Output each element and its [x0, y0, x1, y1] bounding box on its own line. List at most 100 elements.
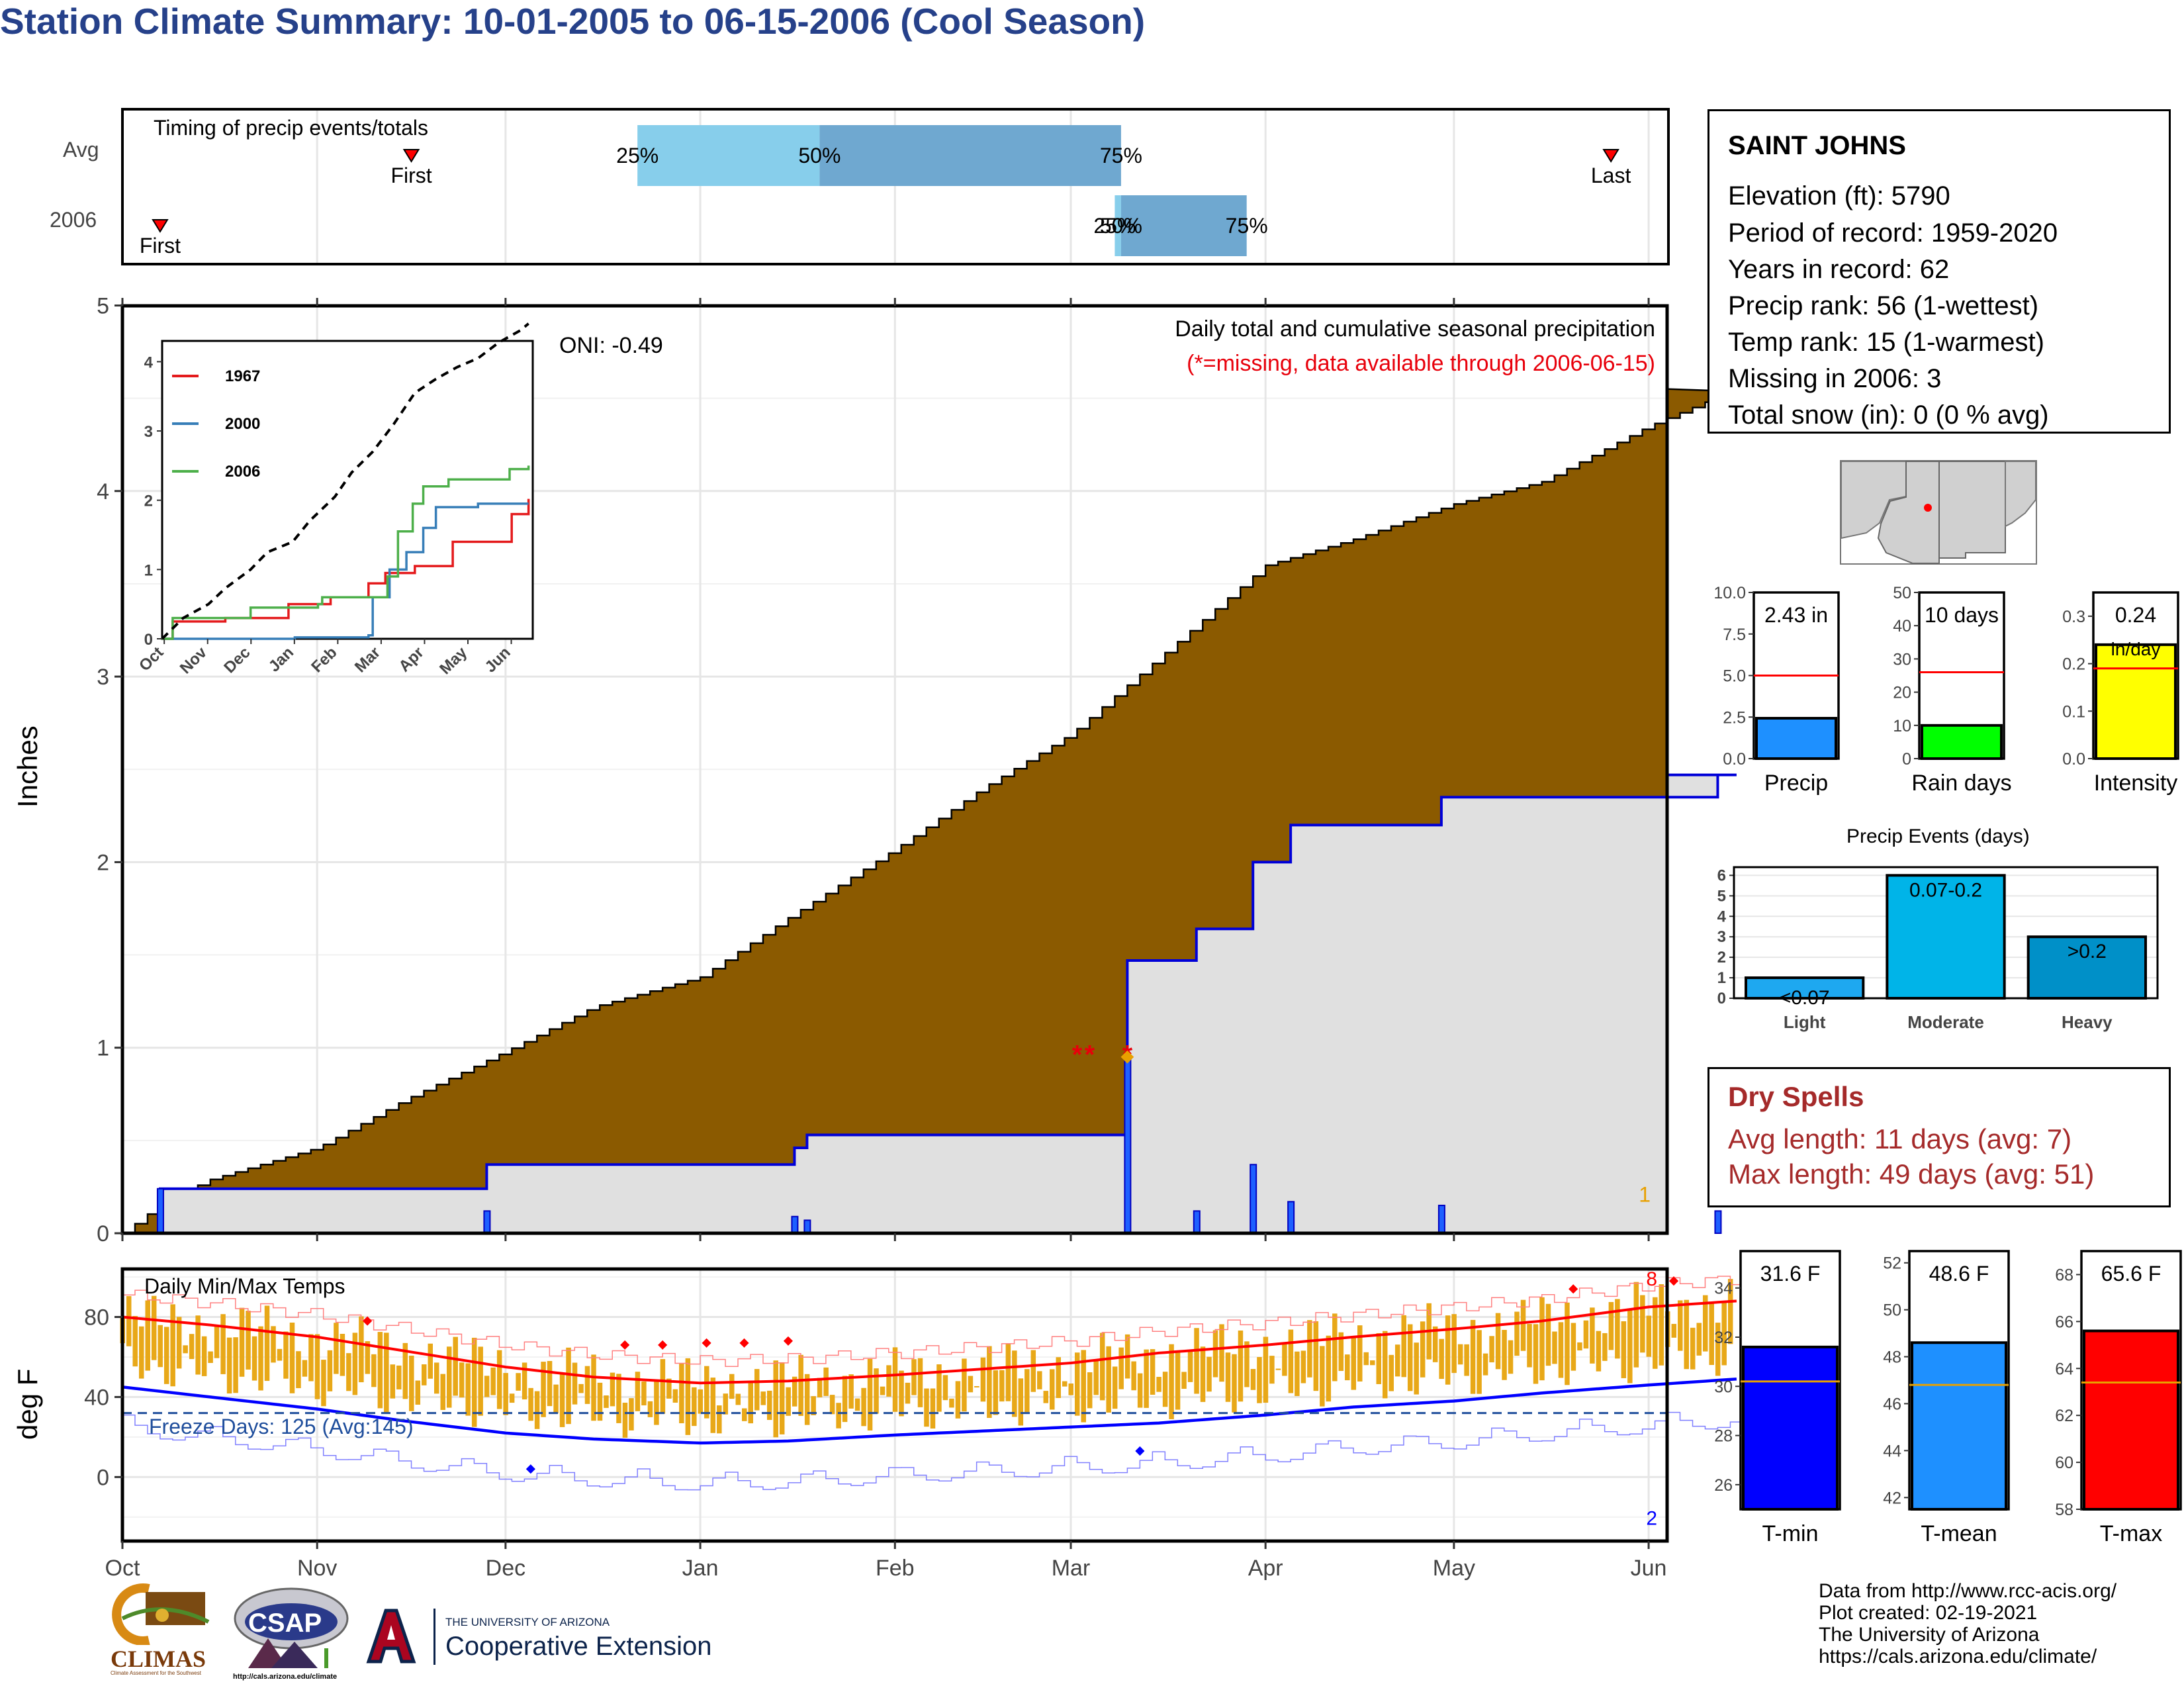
- daily-temp-bar-136: [974, 1385, 979, 1387]
- daily-temp-bar-240: [1627, 1309, 1633, 1383]
- daily-temp-bar-11: [189, 1334, 195, 1360]
- daily-temp-bar-131: [942, 1375, 948, 1401]
- daily-temp-bar-184: [1275, 1368, 1281, 1370]
- daily-temp-bar-42: [384, 1333, 389, 1413]
- inset-xtick-label-1: Nov: [177, 643, 211, 678]
- ua-name: THE UNIVERSITY OF ARIZONA: [445, 1616, 610, 1628]
- daily-temp-bar-1: [126, 1295, 132, 1346]
- mini-ytick-label-temp-2-0: 58: [2055, 1501, 2073, 1519]
- daily-temp-bar-55: [465, 1363, 471, 1416]
- mini-ytick-label-precip-2-1: 0.1: [2062, 702, 2085, 721]
- mini-category-precip-0: Precip: [1764, 771, 1828, 796]
- station-temp-rank: Temp rank: 15 (1-warmest): [1728, 328, 2044, 357]
- daily-temp-bar-224: [1527, 1324, 1532, 1368]
- mini-ytick-label-temp-2-5: 68: [2055, 1266, 2073, 1284]
- events-category-2: Heavy: [2062, 1012, 2113, 1032]
- daily-temp-bar-84: [647, 1401, 653, 1417]
- daily-temp-bar-134: [962, 1358, 967, 1412]
- daily-temp-bar-51: [440, 1374, 445, 1411]
- precip-ytick-label-3: 3: [97, 665, 109, 690]
- precip-events-title: Precip Events (days): [1846, 825, 2030, 847]
- daily-precip-bar-1: [483, 1210, 491, 1235]
- daily-temp-bar-187: [1295, 1351, 1300, 1396]
- daily-temp-bar-178: [1238, 1330, 1244, 1402]
- daily-temp-bar-214: [1464, 1344, 1469, 1376]
- precip-ytick-label-4: 4: [97, 479, 109, 504]
- mini-label-temp-1: 48.6 F: [1929, 1262, 1989, 1286]
- daily-temp-bar-26: [283, 1331, 289, 1379]
- ua-a-icon: [366, 1609, 416, 1664]
- daily-temp-bar-190: [1313, 1321, 1319, 1391]
- daily-temp-bar-109: [804, 1374, 810, 1425]
- daily-temp-bar-5: [151, 1295, 157, 1360]
- mini-ytick-label-temp-0-0: 26: [1714, 1476, 1733, 1495]
- precip-ytick-label-0: 0: [97, 1221, 109, 1246]
- temp-xtick-label-4: Feb: [876, 1556, 915, 1581]
- mini-bar-temp-1: [1911, 1341, 2007, 1511]
- daily-temp-bar-192: [1326, 1335, 1332, 1402]
- daily-temp-bar-207: [1420, 1321, 1426, 1378]
- daily-temp-bar-195: [1345, 1354, 1350, 1381]
- daily-temp-bar-74: [584, 1366, 590, 1404]
- timing-pct-year-0: 25%: [1093, 214, 1136, 238]
- timing-row-year: 2006: [50, 208, 97, 232]
- daily-temp-bar-81: [629, 1398, 634, 1430]
- daily-temp-bar-83: [641, 1381, 647, 1406]
- daily-precip-bar-0: [156, 1188, 164, 1235]
- daily-temp-bar-34: [334, 1323, 339, 1374]
- daily-temp-bar-171: [1194, 1328, 1199, 1394]
- daily-temp-bar-64: [522, 1362, 527, 1400]
- daily-temp-bar-106: [786, 1387, 791, 1416]
- daily-temp-bar-230: [1565, 1302, 1570, 1385]
- climas-name: CLIMAS: [111, 1646, 206, 1672]
- daily-temp-bar-73: [578, 1383, 584, 1393]
- mini-ytick-label-precip-1-0: 0: [1902, 750, 1911, 769]
- daily-temp-bar-133: [955, 1381, 961, 1419]
- temp-y-label: deg F: [12, 1368, 43, 1440]
- daily-temp-bar-2: [132, 1316, 138, 1367]
- inset-legend-label-2006: 2006: [225, 463, 260, 481]
- daily-temp-bar-167: [1169, 1344, 1174, 1419]
- mini-ytick-label-temp-0-1: 28: [1714, 1427, 1733, 1446]
- mini-ytick-label-precip-0-1: 2.5: [1723, 708, 1746, 727]
- daily-temp-bar-149: [1056, 1357, 1062, 1398]
- daily-temp-bar-93: [704, 1366, 709, 1419]
- timing-label: Timing of precip events/totals: [154, 116, 428, 140]
- daily-temp-bar-253: [1709, 1303, 1714, 1366]
- temp-xtick-label-8: Jun: [1631, 1556, 1667, 1581]
- daily-temp-bar-226: [1539, 1297, 1545, 1381]
- daily-temp-bar-9: [176, 1317, 182, 1369]
- record-low-count: 2: [1646, 1508, 1657, 1530]
- daily-temp-bar-86: [660, 1359, 666, 1414]
- daily-temp-bar-29: [302, 1360, 308, 1377]
- csap-logo: CSAP http://cals.arizona.edu/climate: [232, 1585, 351, 1685]
- daily-temp-bar-227: [1545, 1303, 1551, 1366]
- mini-category-temp-1: T-mean: [1921, 1521, 1997, 1546]
- daily-temp-bar-185: [1282, 1343, 1287, 1376]
- daily-temp-bar-20: [246, 1311, 251, 1370]
- daily-temp-bar-205: [1407, 1324, 1413, 1391]
- daily-temp-bar-159: [1118, 1347, 1124, 1389]
- daily-temp-bar-197: [1357, 1325, 1363, 1382]
- daily-temp-bar-123: [892, 1347, 898, 1412]
- daily-temp-bar-250: [1690, 1327, 1696, 1370]
- daily-temp-range-bars: [120, 1279, 1733, 1438]
- dry-spells-max: Max length: 49 days (avg: 51): [1728, 1158, 2095, 1190]
- daily-temp-bar-203: [1394, 1344, 1400, 1377]
- record-min-line: [122, 1411, 1743, 1491]
- map-new-mexico: [1938, 461, 2006, 559]
- daily-temp-bar-218: [1489, 1336, 1494, 1363]
- daily-temp-bar-177: [1232, 1354, 1237, 1413]
- station-missing: Missing in 2006: 3: [1728, 364, 1942, 393]
- daily-temp-bar-101: [754, 1369, 760, 1411]
- inset-line-2000: [162, 502, 529, 640]
- inset-xtick-label-2: Dec: [220, 643, 253, 677]
- daily-temp-bar-210: [1439, 1338, 1444, 1380]
- station-snow: Total snow (in): 0 (0 % avg): [1728, 400, 2049, 430]
- timing-pct-avg-0: 25%: [616, 144, 659, 167]
- station-name: SAINT JOHNS: [1728, 131, 1906, 160]
- mini-bar-precip-0: [1755, 717, 1837, 761]
- precip-chart-title: Daily total and cumulative seasonal prec…: [1175, 316, 1655, 342]
- events-frame: [1733, 866, 2159, 1000]
- timing-pct-avg-2: 75%: [1100, 144, 1142, 167]
